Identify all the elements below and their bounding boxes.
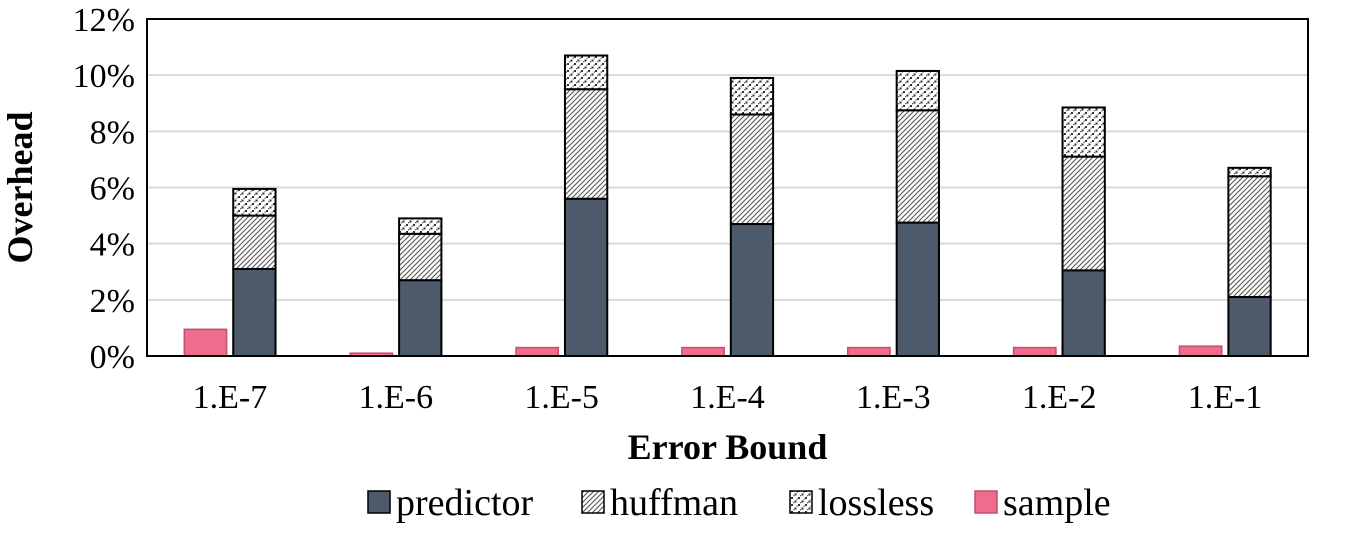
bar-lossless-1-e-3 (895, 69, 940, 112)
bar-predictor-1-e-6 (398, 279, 443, 357)
bar-sample-1-e-4 (681, 346, 725, 357)
legend-label-lossless: lossless (818, 482, 934, 524)
bar-predictor-1-e-3 (895, 221, 940, 357)
bar-huffman-1-e-2 (1061, 155, 1106, 272)
bar-predictor-1-e-4 (729, 223, 775, 357)
y-tick-label: 8% (90, 114, 135, 151)
bar-huffman-1-e-1 (1227, 175, 1272, 299)
x-category-label: 1.E-5 (524, 379, 599, 416)
gridlines (147, 74, 1308, 301)
bar-huffman-1-e-3 (895, 109, 940, 224)
legend-label-huffman: huffman (610, 482, 738, 524)
bar-huffman-1-e-4 (729, 113, 775, 226)
legend-swatch-lossless (789, 490, 813, 514)
bar-predictor-1-e-2 (1061, 269, 1106, 357)
legend-label-predictor: predictor (396, 482, 534, 524)
x-axis-title: Error Bound (628, 427, 828, 467)
x-category-label: 1.E-2 (1022, 379, 1097, 416)
bar-sample-1-e-2 (1012, 346, 1057, 357)
bar-predictor-1-e-5 (563, 197, 609, 357)
y-tick-label: 12% (73, 2, 135, 39)
bar-lossless-1-e-1 (1227, 166, 1272, 178)
bar-sample-1-e-3 (846, 346, 891, 357)
bars (183, 54, 1272, 358)
y-tick-label: 10% (73, 58, 135, 95)
bar-sample-1-e-7 (183, 328, 228, 357)
y-tick-label: 4% (90, 227, 135, 264)
x-category-label: 1.E-7 (193, 379, 268, 416)
bar-lossless-1-e-6 (398, 217, 443, 235)
y-tick-label: 6% (90, 171, 135, 208)
plot-area-frame (146, 18, 1309, 357)
bar-predictor-1-e-7 (232, 267, 277, 358)
bar-lossless-1-e-7 (232, 187, 277, 217)
legend-label-sample: sample (1003, 482, 1111, 524)
bar-sample-1-e-5 (515, 346, 560, 357)
bar-lossless-1-e-5 (563, 54, 609, 91)
bar-lossless-1-e-4 (729, 76, 775, 116)
x-axis-categories: 1.E-7 1.E-6 1.E-5 1.E-4 1.E-3 1.E-2 1.E-1 (193, 379, 1263, 416)
legend-swatch-huffman (581, 490, 605, 514)
bar-lossless-1-e-2 (1061, 106, 1106, 158)
y-axis-ticks: 0% 2% 4% 6% 8% 10% 12% (73, 2, 135, 376)
bar-predictor-1-e-1 (1227, 296, 1272, 357)
bar-huffman-1-e-5 (563, 88, 609, 200)
legend: predictor huffman lossless sample (367, 482, 1111, 524)
x-category-label: 1.E-4 (690, 379, 765, 416)
bar-sample-1-e-1 (1178, 345, 1223, 357)
y-tick-label: 0% (90, 339, 135, 376)
y-axis-title: Overhead (0, 112, 40, 264)
legend-swatch-sample (974, 490, 998, 514)
bar-huffman-1-e-6 (398, 232, 443, 282)
y-tick-label: 2% (90, 283, 135, 320)
x-category-label: 1.E-6 (358, 379, 433, 416)
legend-swatch-predictor (367, 490, 391, 514)
bar-huffman-1-e-7 (232, 214, 277, 270)
x-category-label: 1.E-3 (856, 379, 931, 416)
x-category-label: 1.E-1 (1188, 379, 1263, 416)
